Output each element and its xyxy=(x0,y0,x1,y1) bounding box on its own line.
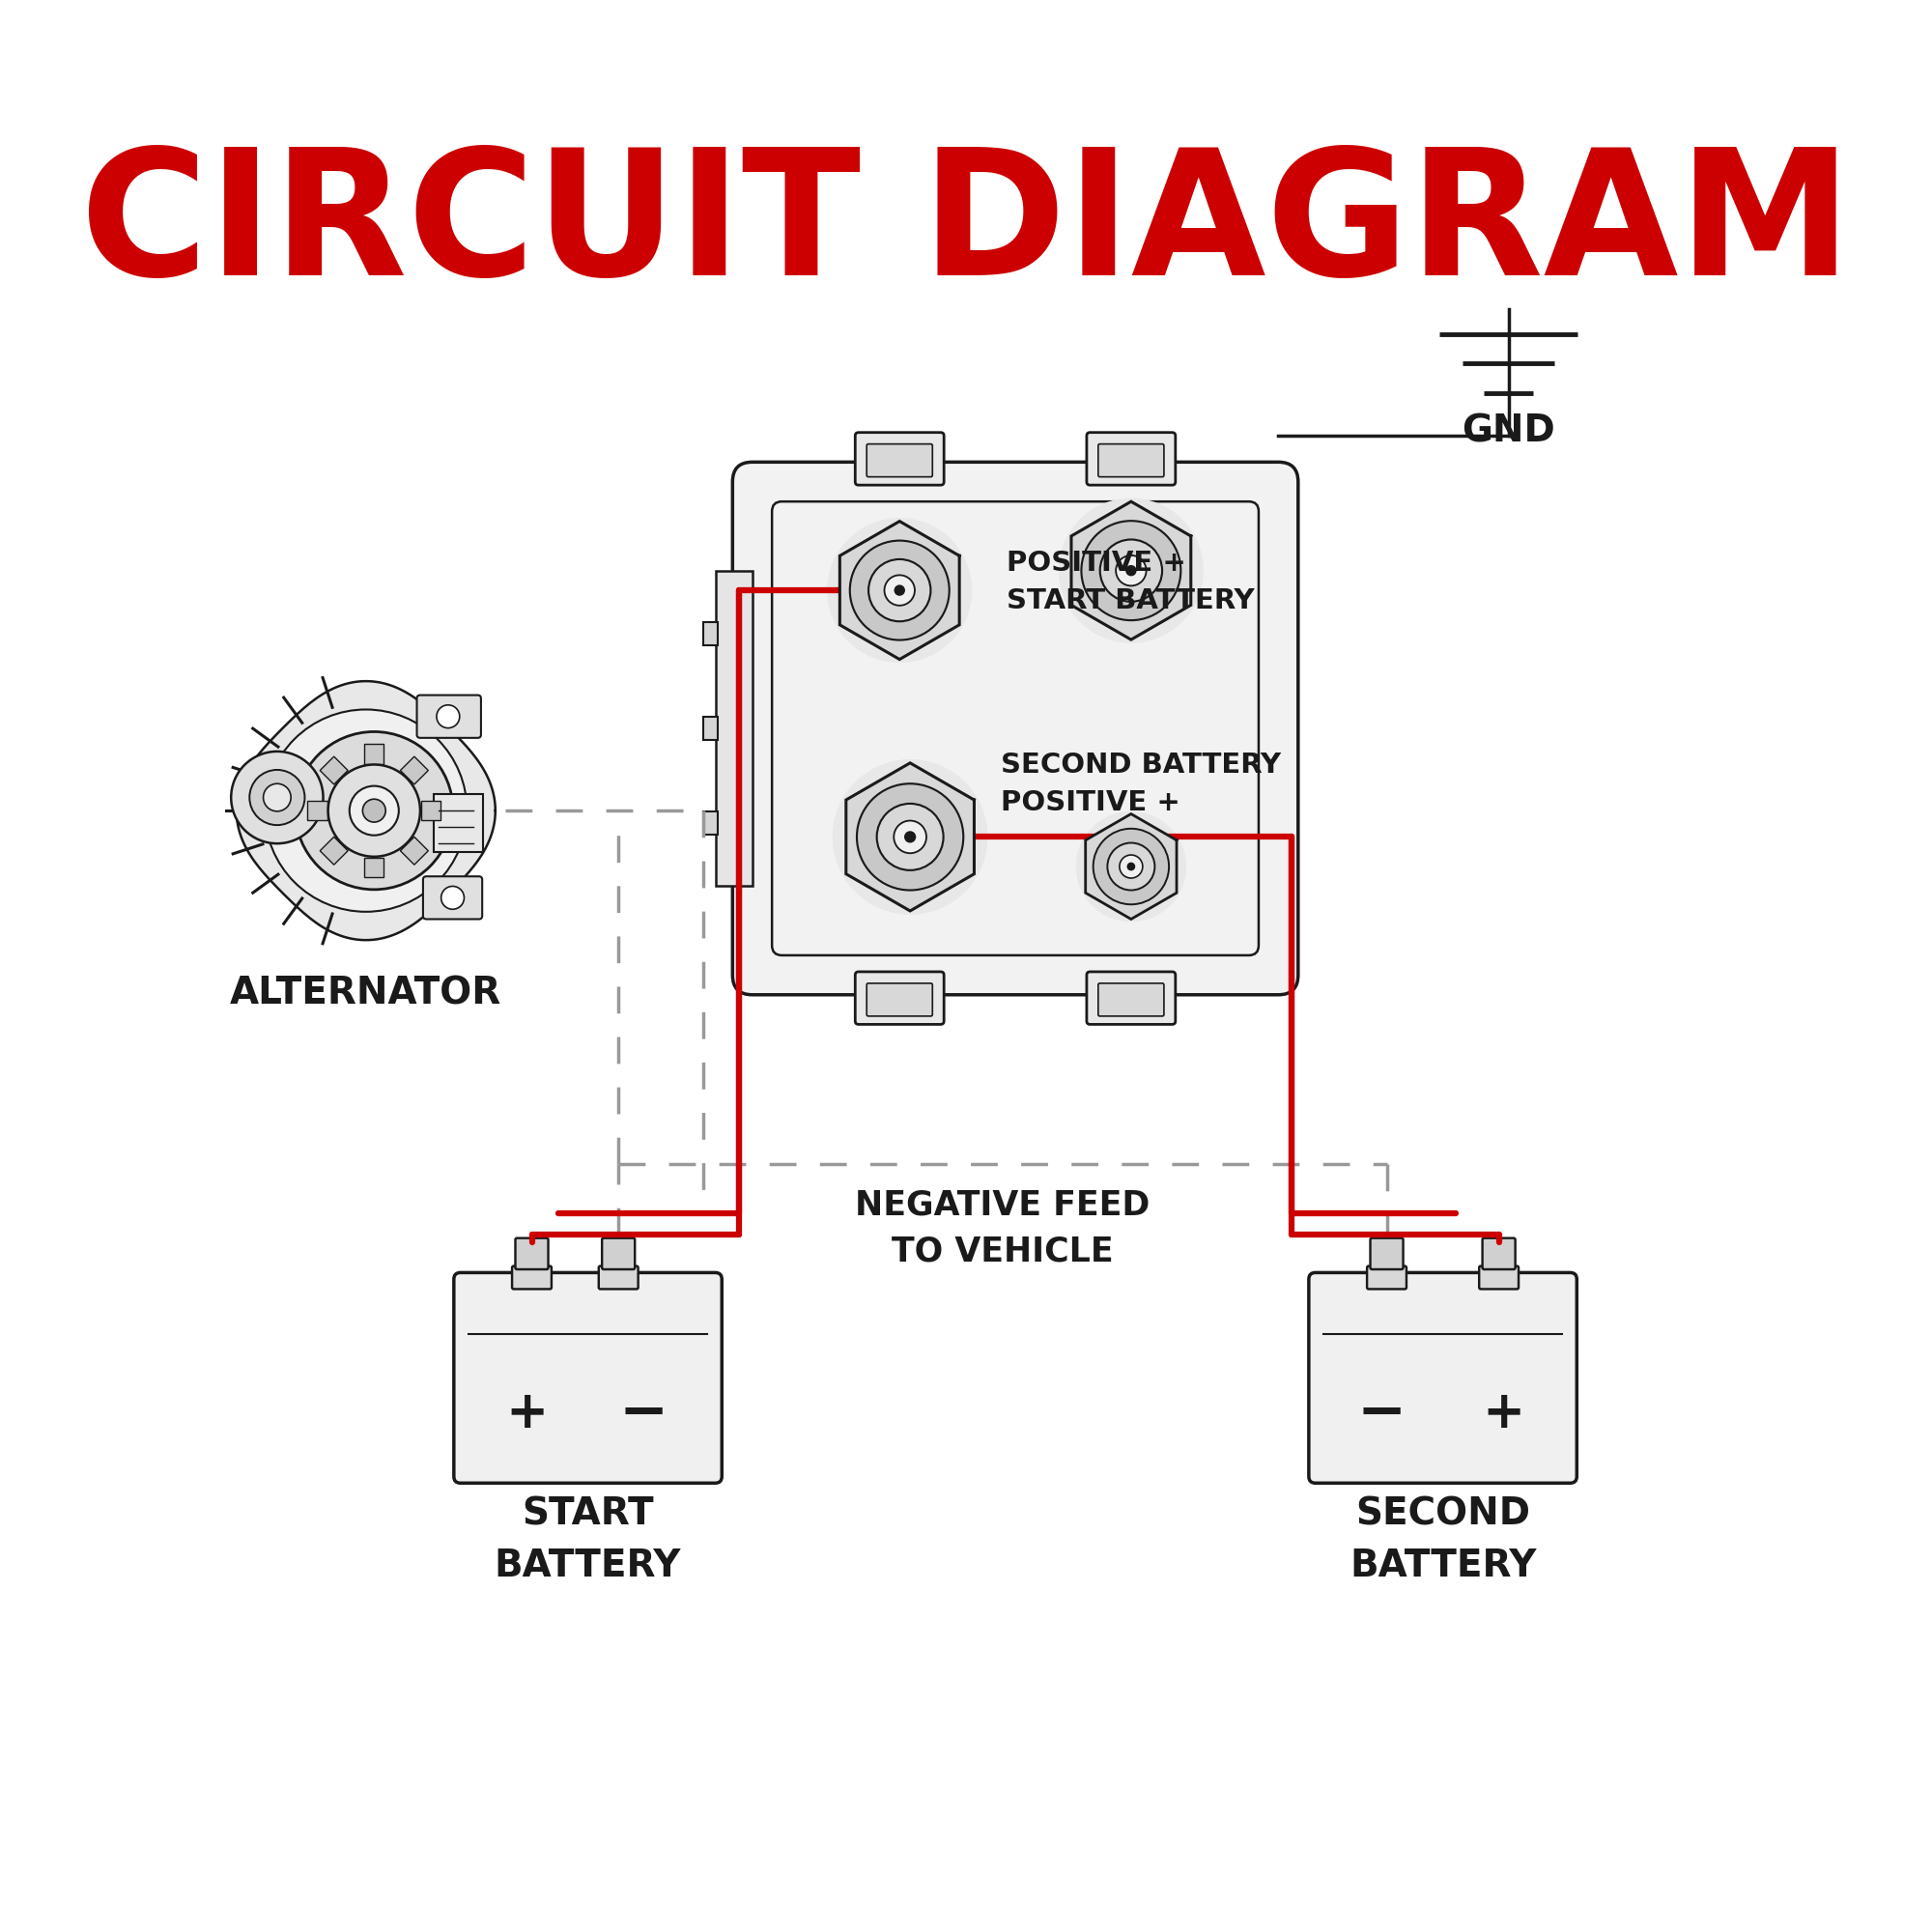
Circle shape xyxy=(1099,539,1163,601)
Polygon shape xyxy=(236,682,495,941)
Text: CIRCUIT DIAGRAM: CIRCUIT DIAGRAM xyxy=(79,141,1853,311)
FancyBboxPatch shape xyxy=(732,462,1298,995)
FancyBboxPatch shape xyxy=(1480,1265,1519,1289)
Text: SECOND BATTERY
POSITIVE +: SECOND BATTERY POSITIVE + xyxy=(1001,752,1281,817)
Text: +: + xyxy=(506,1389,549,1439)
Bar xyxy=(703,622,719,645)
Bar xyxy=(321,837,348,866)
FancyBboxPatch shape xyxy=(1097,983,1163,1016)
Circle shape xyxy=(1126,862,1136,871)
Bar xyxy=(717,570,752,887)
FancyBboxPatch shape xyxy=(1086,972,1175,1024)
Circle shape xyxy=(1076,811,1186,922)
Polygon shape xyxy=(1070,502,1190,639)
Circle shape xyxy=(296,732,452,889)
Bar xyxy=(703,717,719,740)
FancyBboxPatch shape xyxy=(773,502,1258,954)
Bar xyxy=(400,837,429,866)
Circle shape xyxy=(249,769,305,825)
Circle shape xyxy=(869,558,931,622)
Bar xyxy=(307,800,327,821)
FancyBboxPatch shape xyxy=(1308,1273,1577,1484)
Bar xyxy=(703,811,719,835)
Text: −: − xyxy=(1356,1385,1406,1441)
FancyBboxPatch shape xyxy=(1368,1265,1406,1289)
Bar xyxy=(433,794,483,852)
Bar xyxy=(421,800,440,821)
Circle shape xyxy=(1107,842,1155,891)
Text: SECOND
BATTERY: SECOND BATTERY xyxy=(1349,1495,1536,1584)
Circle shape xyxy=(437,705,460,728)
FancyBboxPatch shape xyxy=(603,1238,636,1269)
Circle shape xyxy=(885,576,914,605)
Text: NEGATIVE FEED
TO VEHICLE: NEGATIVE FEED TO VEHICLE xyxy=(856,1188,1150,1267)
FancyBboxPatch shape xyxy=(867,983,933,1016)
Circle shape xyxy=(263,784,292,811)
Bar xyxy=(365,744,384,763)
Circle shape xyxy=(895,821,925,854)
FancyBboxPatch shape xyxy=(417,696,481,738)
Circle shape xyxy=(1094,829,1169,904)
FancyBboxPatch shape xyxy=(516,1238,549,1269)
Text: GND: GND xyxy=(1463,413,1555,450)
Circle shape xyxy=(1059,498,1204,643)
FancyBboxPatch shape xyxy=(599,1265,638,1289)
Polygon shape xyxy=(840,522,960,659)
Circle shape xyxy=(1082,522,1180,620)
Circle shape xyxy=(440,887,464,910)
Circle shape xyxy=(850,541,949,639)
Circle shape xyxy=(856,784,964,891)
Text: −: − xyxy=(618,1385,668,1441)
Circle shape xyxy=(328,765,419,856)
Circle shape xyxy=(232,752,323,844)
Bar xyxy=(365,858,384,877)
Text: +: + xyxy=(1482,1389,1526,1439)
FancyBboxPatch shape xyxy=(1370,1238,1403,1269)
Circle shape xyxy=(833,759,987,914)
Polygon shape xyxy=(846,763,974,910)
FancyBboxPatch shape xyxy=(856,433,945,485)
Circle shape xyxy=(877,804,943,869)
FancyBboxPatch shape xyxy=(512,1265,551,1289)
FancyBboxPatch shape xyxy=(454,1273,723,1484)
Circle shape xyxy=(904,831,916,842)
Text: ALTERNATOR: ALTERNATOR xyxy=(230,976,502,1012)
Circle shape xyxy=(1119,856,1142,879)
FancyBboxPatch shape xyxy=(1086,433,1175,485)
Text: START
BATTERY: START BATTERY xyxy=(495,1495,682,1584)
Bar xyxy=(400,757,429,784)
FancyBboxPatch shape xyxy=(867,444,933,477)
Circle shape xyxy=(827,518,972,663)
FancyBboxPatch shape xyxy=(856,972,945,1024)
FancyBboxPatch shape xyxy=(423,877,483,920)
FancyBboxPatch shape xyxy=(1482,1238,1515,1269)
Polygon shape xyxy=(1086,813,1177,920)
Bar xyxy=(321,757,348,784)
Circle shape xyxy=(895,585,904,595)
Circle shape xyxy=(1117,554,1146,585)
Circle shape xyxy=(1126,564,1136,576)
Circle shape xyxy=(350,786,398,835)
Circle shape xyxy=(265,709,468,912)
Text: POSITIVE +
START BATTERY: POSITIVE + START BATTERY xyxy=(1007,551,1254,614)
Circle shape xyxy=(363,800,386,823)
FancyBboxPatch shape xyxy=(1097,444,1163,477)
